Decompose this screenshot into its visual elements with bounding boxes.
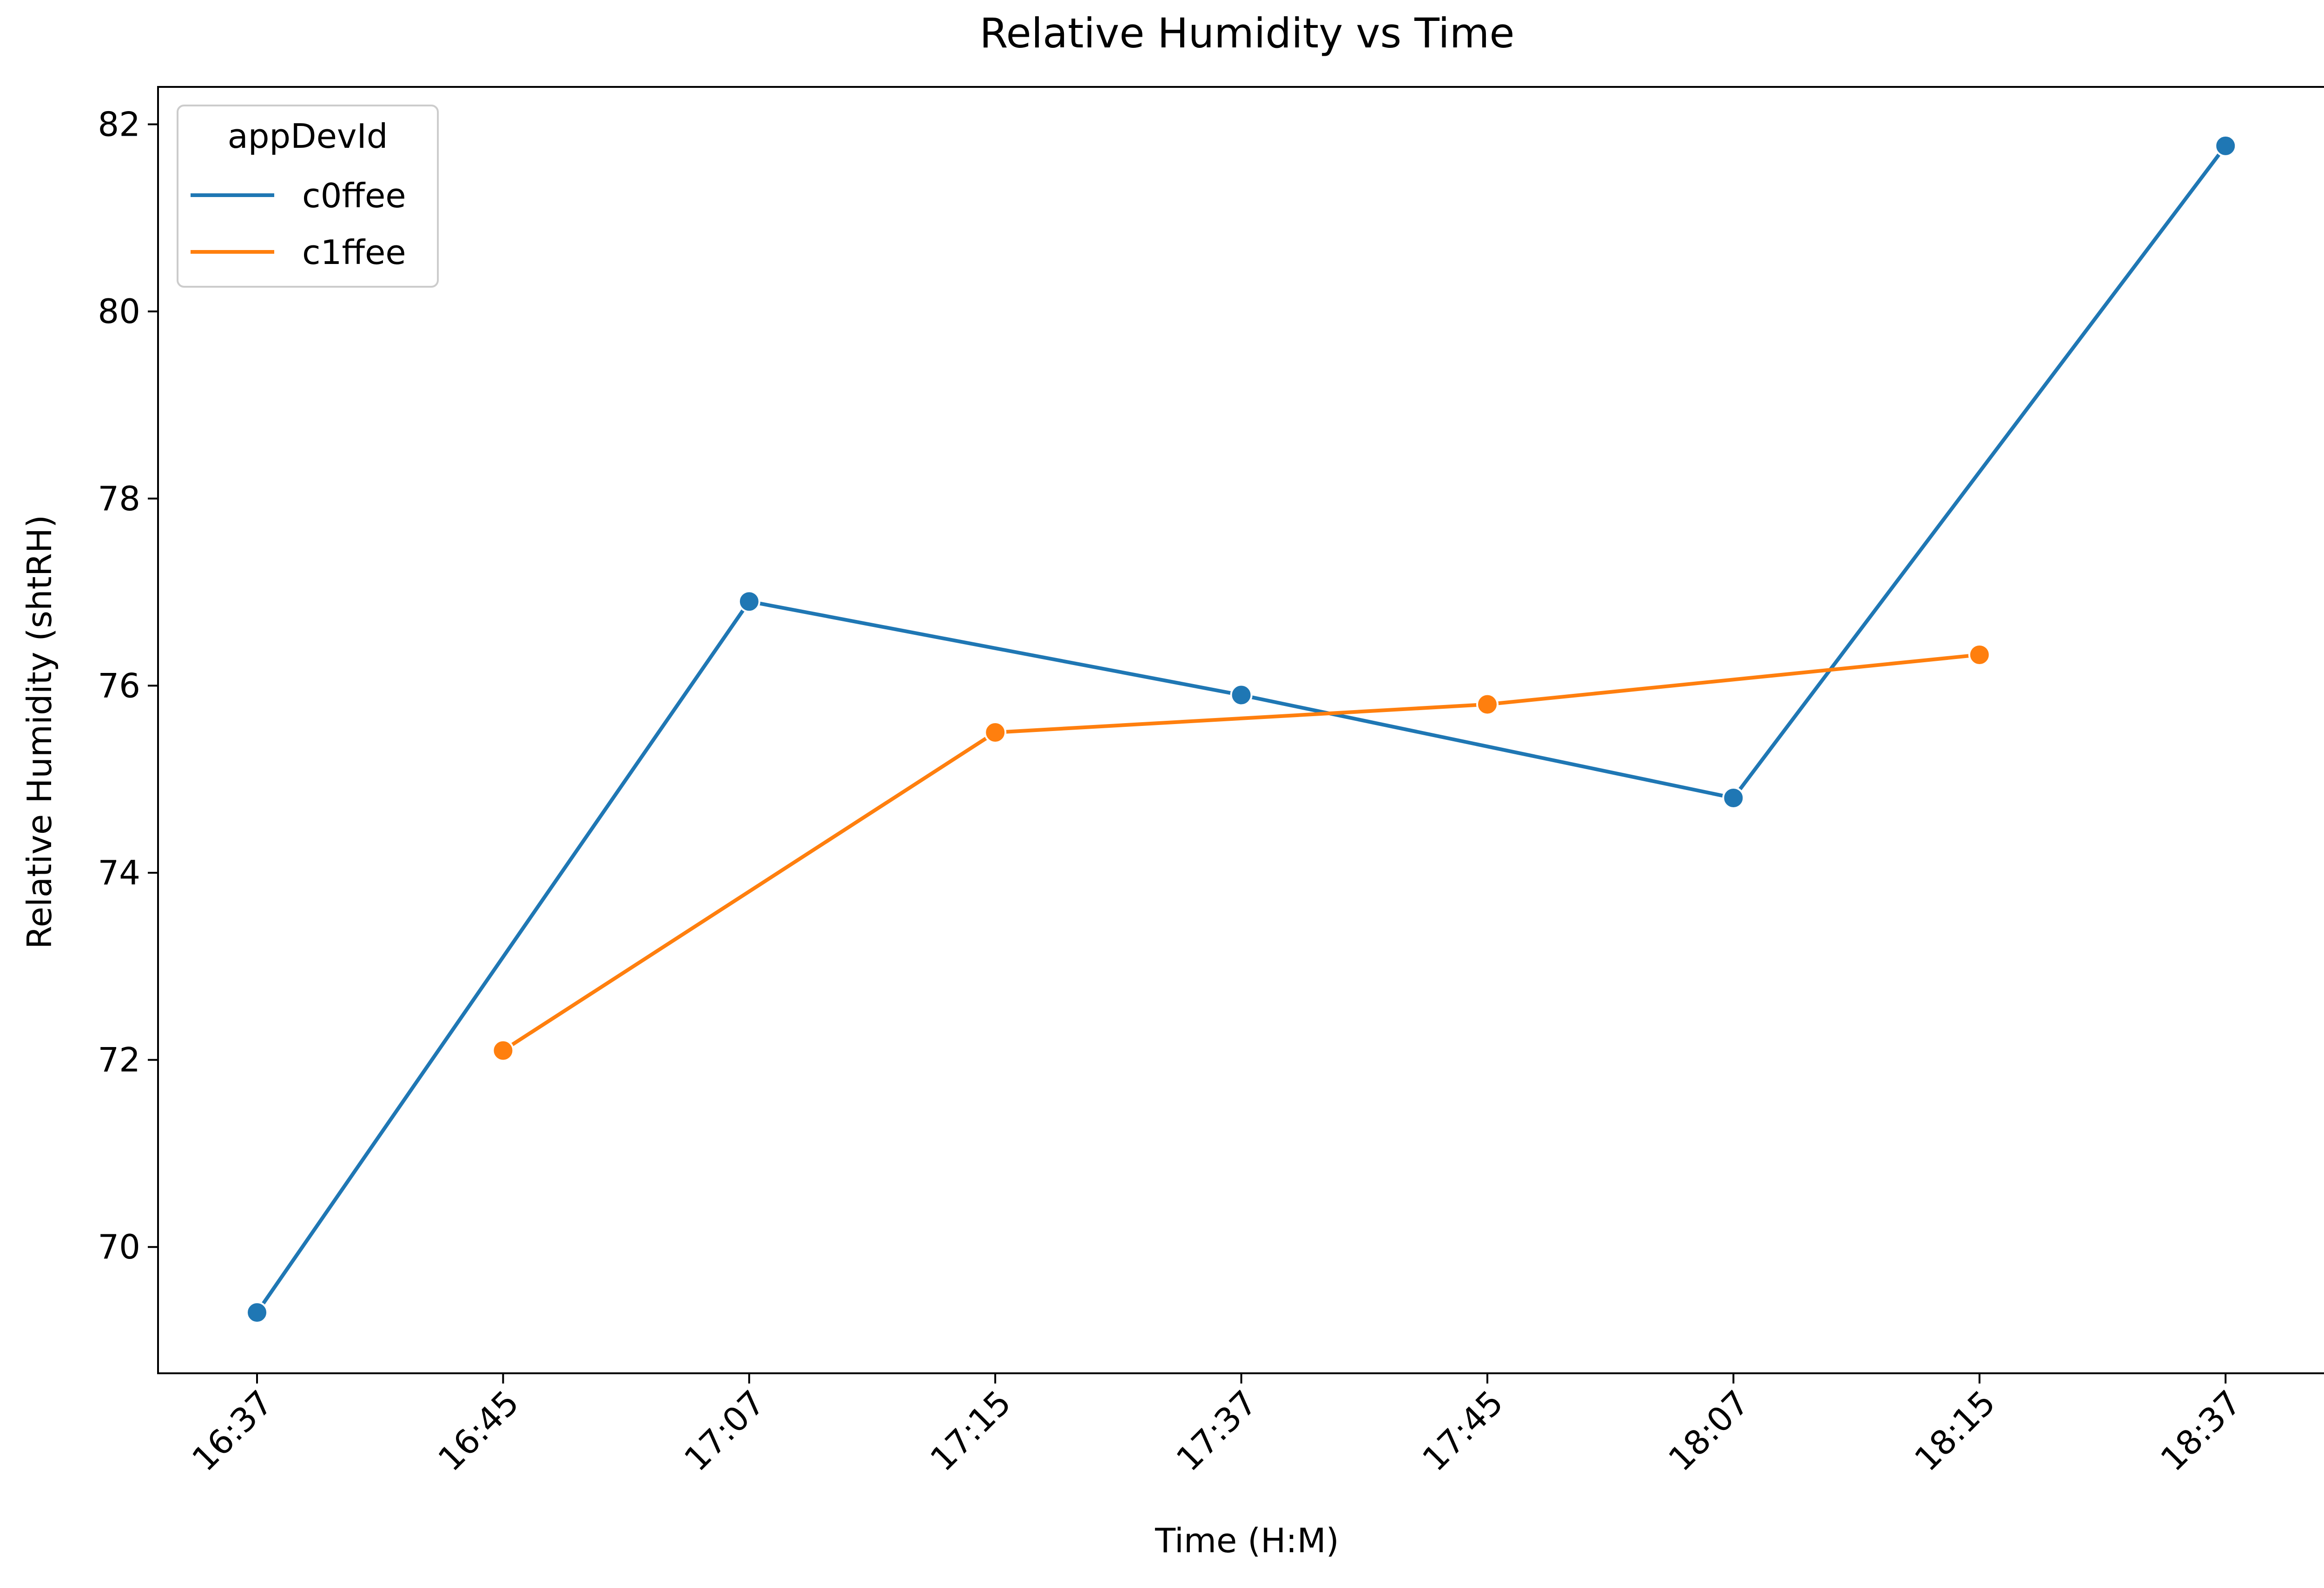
legend-title: appDevId (228, 117, 388, 156)
y-tick-label: 82 (98, 105, 140, 144)
data-point-c1ffee (984, 721, 1007, 744)
y-tick-label: 78 (98, 479, 140, 518)
series-c0ffee (246, 134, 2237, 1324)
y-tick-label: 72 (98, 1041, 140, 1080)
data-point-c0ffee (738, 590, 760, 613)
chart-title: Relative Humidity vs Time (979, 9, 1514, 57)
y-tick-label: 80 (98, 292, 140, 331)
x-axis-label: Time (H:M) (1155, 1521, 1339, 1560)
legend-box (177, 105, 439, 288)
legend: appDevId c0ffee c1ffee (177, 105, 439, 288)
data-point-c0ffee (246, 1301, 268, 1324)
data-point-c0ffee (1722, 786, 1745, 809)
data-point-c0ffee (1230, 684, 1253, 706)
y-tick-label: 70 (98, 1227, 140, 1266)
data-point-c1ffee (1968, 643, 1991, 666)
legend-label-c1ffee: c1ffee (302, 233, 406, 272)
plot-frame (157, 86, 2324, 1374)
y-tick-label: 74 (98, 853, 140, 892)
legend-label-c0ffee: c0ffee (302, 176, 406, 215)
y-axis-label: Relative Humidity (shtRH) (20, 515, 59, 949)
series-line-c1ffee (501, 652, 1981, 1053)
y-tick-label: 76 (98, 666, 140, 705)
data-point-c0ffee (2214, 134, 2237, 157)
data-point-c1ffee (1476, 693, 1499, 716)
data-point-c1ffee (492, 1039, 515, 1062)
series-c1ffee (492, 643, 1991, 1062)
